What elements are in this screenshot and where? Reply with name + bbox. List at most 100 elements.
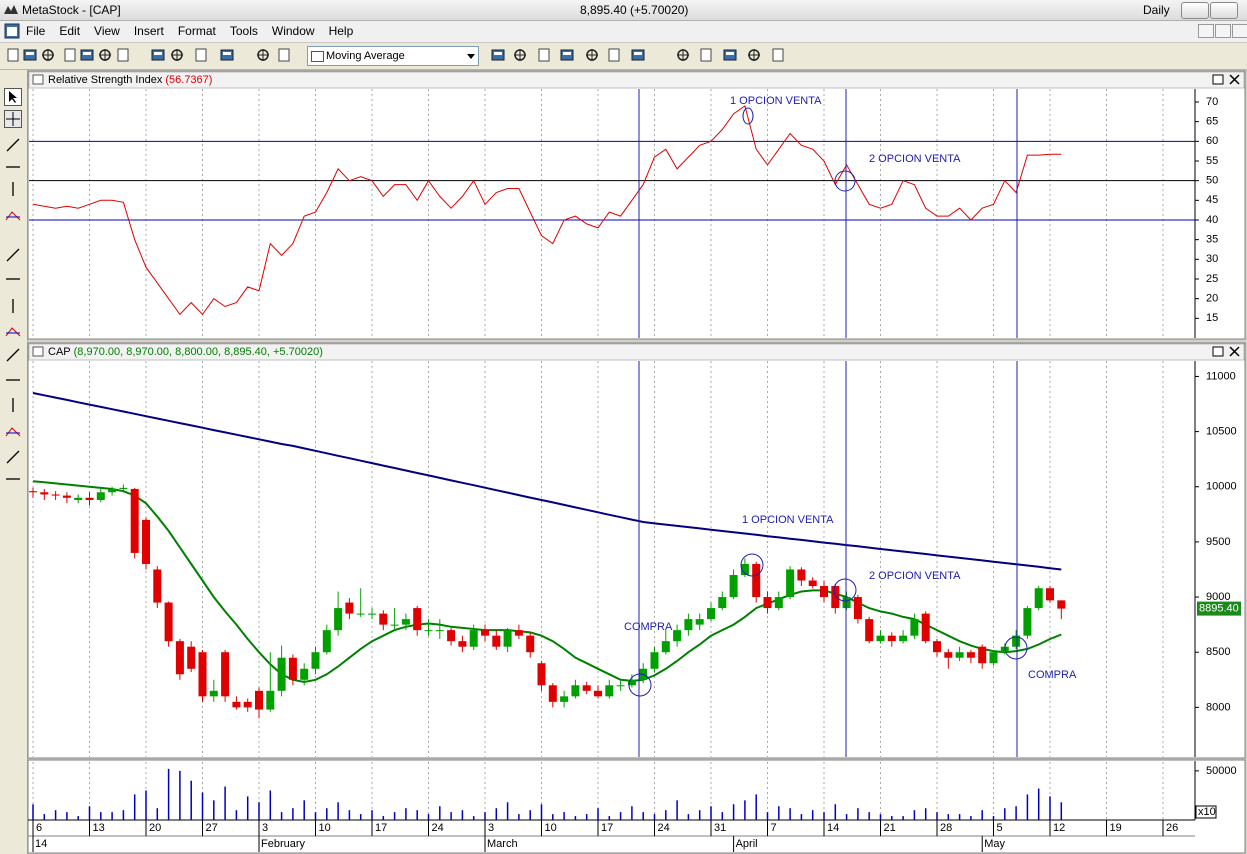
x-tick-label: 24 <box>432 822 444 834</box>
maximize-button[interactable] <box>1210 2 1238 19</box>
menu-item[interactable]: File <box>26 24 46 38</box>
volume-bar <box>66 812 68 820</box>
mdi-close[interactable] <box>1232 24 1247 38</box>
candle-body <box>786 569 795 598</box>
volume-bar <box>32 804 34 820</box>
toolbar-button[interactable] <box>5 47 21 63</box>
indicator-dropdown[interactable]: Moving Average <box>307 46 479 66</box>
toolbar-button[interactable] <box>219 47 235 63</box>
x-tick-label: 27 <box>206 822 218 834</box>
toolbar-button[interactable] <box>584 47 600 63</box>
volume-bar <box>1060 802 1063 820</box>
candle-body <box>537 663 546 686</box>
menu-item[interactable]: View <box>94 24 120 38</box>
drawing-tool[interactable] <box>4 346 22 364</box>
toolbar-button[interactable] <box>150 47 166 63</box>
panel-icon[interactable] <box>32 346 44 357</box>
toolbar-button[interactable] <box>675 47 691 63</box>
toolbar-button[interactable] <box>559 47 575 63</box>
x-tick-label: 3 <box>488 822 494 834</box>
panel-close[interactable] <box>1229 74 1240 85</box>
candle-body <box>853 597 862 620</box>
toolbar-button[interactable] <box>722 47 738 63</box>
toolbar-button[interactable] <box>746 47 762 63</box>
candle-body <box>209 690 218 697</box>
drawing-tool[interactable] <box>4 246 22 264</box>
drawing-tool[interactable] <box>4 206 22 224</box>
panel-maximize[interactable] <box>1212 74 1224 85</box>
toolbar-button[interactable] <box>97 47 113 63</box>
volume-bar <box>597 808 599 820</box>
panel-close[interactable] <box>1229 346 1240 357</box>
y-tick-label: 10500 <box>1206 426 1237 438</box>
drawing-tool[interactable] <box>4 322 22 340</box>
drawing-tool[interactable] <box>4 88 22 106</box>
toolbar-button[interactable] <box>255 47 271 63</box>
menu-item[interactable]: Window <box>271 24 315 38</box>
candle-body <box>627 679 636 686</box>
drawing-tool[interactable] <box>4 158 22 176</box>
minimize-button[interactable] <box>1181 2 1209 19</box>
toolbar-button[interactable] <box>490 47 506 63</box>
candle-body <box>243 701 252 708</box>
candle-body <box>322 630 331 653</box>
volume-bar <box>631 806 633 820</box>
candle-body <box>368 613 376 615</box>
candle-body <box>808 580 817 587</box>
toolbar-button[interactable] <box>698 47 714 63</box>
drawing-tool[interactable] <box>4 470 22 488</box>
drawing-tool[interactable] <box>4 371 22 389</box>
window-title: MetaStock - [CAP] <box>22 3 121 17</box>
toolbar-button[interactable] <box>79 47 95 63</box>
toolbar-button[interactable] <box>22 47 38 63</box>
candle-body <box>458 641 467 647</box>
volume-bar <box>857 808 859 820</box>
menu-item[interactable]: Tools <box>229 24 258 38</box>
candle-body <box>752 563 761 598</box>
toolbar-button[interactable] <box>512 47 528 63</box>
menu-item[interactable]: Help <box>328 24 354 38</box>
panel-icon[interactable] <box>32 74 44 85</box>
toolbar-button[interactable] <box>770 47 786 63</box>
annotation: 1 OPCION VENTA <box>742 514 834 526</box>
drawing-tool[interactable] <box>4 297 22 315</box>
volume-bar <box>416 810 418 820</box>
drawing-tool[interactable] <box>4 422 22 440</box>
drawing-tool[interactable] <box>4 396 22 414</box>
panel-maximize[interactable] <box>1212 346 1224 357</box>
panel-title: Relative Strength Index <box>48 74 163 86</box>
menu-item[interactable]: Insert <box>133 24 164 38</box>
toolbar-button[interactable] <box>62 47 78 63</box>
period[interactable]: Daily <box>1143 3 1170 17</box>
menu-item[interactable]: Edit <box>59 24 81 38</box>
candle-body <box>695 619 704 625</box>
menu-item[interactable]: Format <box>177 24 216 38</box>
candle-body <box>481 630 489 636</box>
volume-bar <box>133 794 136 820</box>
scale-label: x10 <box>1198 806 1216 818</box>
volume-bar <box>653 814 656 820</box>
toolbar-button[interactable] <box>115 47 131 63</box>
toolbar-button[interactable] <box>169 47 185 63</box>
drawing-tool[interactable] <box>4 448 22 466</box>
volume-bar <box>122 810 125 820</box>
toolbar-button[interactable] <box>276 47 292 63</box>
toolbar-button[interactable] <box>193 47 209 63</box>
toolbar-button[interactable] <box>40 47 56 63</box>
candle-body <box>469 630 478 647</box>
candle-body <box>707 608 715 620</box>
toolbar-button[interactable] <box>606 47 622 63</box>
drawing-tool[interactable] <box>4 270 22 288</box>
toolbar-button[interactable] <box>630 47 646 63</box>
volume-bar <box>687 814 690 820</box>
mdi-minimize[interactable] <box>1198 24 1214 38</box>
toolbar-button[interactable] <box>536 47 552 63</box>
drawing-tool[interactable] <box>4 180 22 198</box>
mdi-restore[interactable] <box>1215 24 1231 38</box>
volume-bar <box>642 812 644 820</box>
volume-bar <box>992 816 995 820</box>
drawing-tool[interactable] <box>4 136 22 154</box>
drawing-tool[interactable] <box>4 110 22 128</box>
volume-bar <box>213 800 215 820</box>
candle-body <box>401 619 410 625</box>
